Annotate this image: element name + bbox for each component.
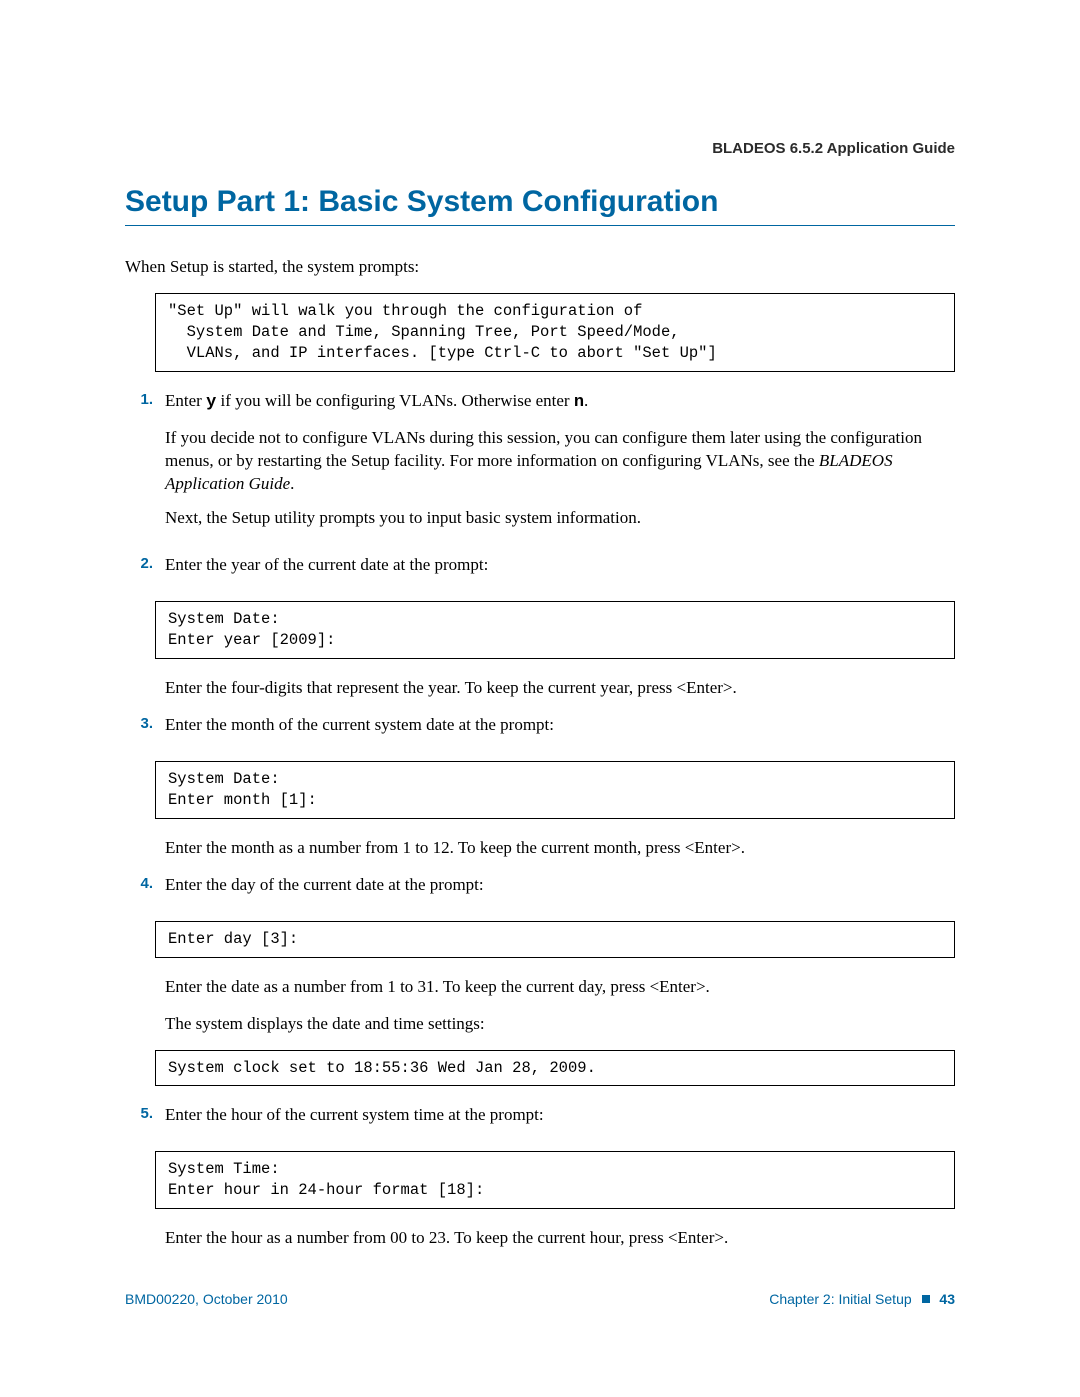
text: If you decide not to configure VLANs dur… xyxy=(165,428,922,470)
code-step5: System Time: Enter hour in 24-hour forma… xyxy=(155,1151,955,1209)
step-body: Enter the hour of the current system tim… xyxy=(165,1104,955,1139)
step-body: Enter the day of the current date at the… xyxy=(165,874,955,909)
code-step2: System Date: Enter year [2009]: xyxy=(155,601,955,659)
step-number: 5. xyxy=(125,1104,165,1139)
step-number: 2. xyxy=(125,554,165,589)
step-3: 3. Enter the month of the current system… xyxy=(125,714,955,749)
section-title: Setup Part 1: Basic System Configuration xyxy=(125,185,955,226)
step-body: Enter the year of the current date at th… xyxy=(165,554,955,589)
footer-page-number: 43 xyxy=(939,1291,955,1307)
step-1: 1. Enter y if you will be configuring VL… xyxy=(125,390,955,543)
text: Enter the day of the current date at the… xyxy=(165,874,955,897)
step-2-after: Enter the four-digits that represent the… xyxy=(165,677,955,700)
step-2: 2. Enter the year of the current date at… xyxy=(125,554,955,589)
footer-chapter: Chapter 2: Initial Setup xyxy=(769,1291,911,1307)
step-5: 5. Enter the hour of the current system … xyxy=(125,1104,955,1139)
text: Enter xyxy=(165,391,206,410)
step-number: 3. xyxy=(125,714,165,749)
step-3-after: Enter the month as a number from 1 to 12… xyxy=(165,837,955,860)
step-4-after2: The system displays the date and time se… xyxy=(165,1013,955,1036)
text: Enter the month of the current system da… xyxy=(165,714,955,737)
footer-right: Chapter 2: Initial Setup 43 xyxy=(769,1291,955,1307)
header-doc-title: BLADEOS 6.5.2 Application Guide xyxy=(125,140,955,157)
step-number: 1. xyxy=(125,390,165,543)
text: . xyxy=(584,391,588,410)
text: Enter the year of the current date at th… xyxy=(165,554,955,577)
footer-left: BMD00220, October 2010 xyxy=(125,1291,288,1307)
inline-key-n: n xyxy=(574,393,584,412)
code-step4b: System clock set to 18:55:36 Wed Jan 28,… xyxy=(155,1050,955,1087)
code-step4: Enter day [3]: xyxy=(155,921,955,958)
code-step3: System Date: Enter month [1]: xyxy=(155,761,955,819)
step-5-after: Enter the hour as a number from 00 to 23… xyxy=(165,1227,955,1250)
text: Enter the hour of the current system tim… xyxy=(165,1104,955,1127)
document-page: BLADEOS 6.5.2 Application Guide Setup Pa… xyxy=(0,0,1080,1250)
text: Next, the Setup utility prompts you to i… xyxy=(165,507,955,530)
intro-text: When Setup is started, the system prompt… xyxy=(125,256,955,279)
text: if you will be configuring VLANs. Otherw… xyxy=(216,391,574,410)
step-number: 4. xyxy=(125,874,165,909)
code-intro: "Set Up" will walk you through the confi… xyxy=(155,293,955,372)
square-bullet-icon xyxy=(922,1295,930,1303)
text: . xyxy=(290,474,294,493)
step-4: 4. Enter the day of the current date at … xyxy=(125,874,955,909)
step-body: Enter the month of the current system da… xyxy=(165,714,955,749)
inline-key-y: y xyxy=(206,393,216,412)
page-footer: BMD00220, October 2010 Chapter 2: Initia… xyxy=(125,1291,955,1307)
step-body: Enter y if you will be configuring VLANs… xyxy=(165,390,955,543)
step-4-after1: Enter the date as a number from 1 to 31.… xyxy=(165,976,955,999)
